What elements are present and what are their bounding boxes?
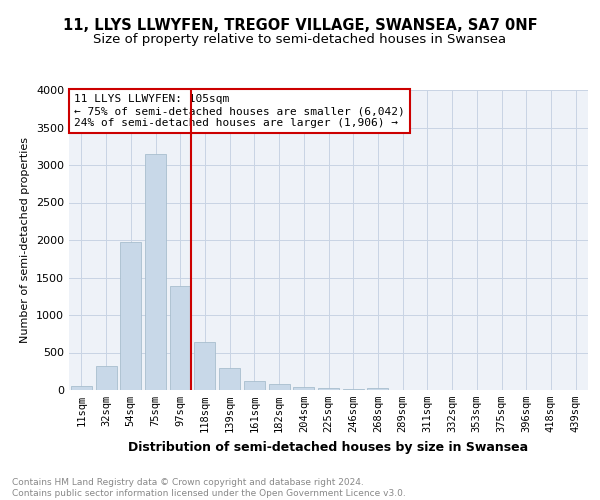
- Text: 11, LLYS LLWYFEN, TREGOF VILLAGE, SWANSEA, SA7 0NF: 11, LLYS LLWYFEN, TREGOF VILLAGE, SWANSE…: [62, 18, 538, 32]
- Bar: [244, 380, 265, 390]
- Bar: [120, 242, 141, 390]
- Bar: [219, 368, 240, 390]
- Bar: [343, 388, 364, 390]
- Y-axis label: Number of semi-detached properties: Number of semi-detached properties: [20, 137, 31, 343]
- X-axis label: Distribution of semi-detached houses by size in Swansea: Distribution of semi-detached houses by …: [128, 440, 529, 454]
- Bar: [367, 388, 388, 390]
- Bar: [95, 366, 116, 390]
- Bar: [170, 286, 191, 390]
- Bar: [145, 154, 166, 390]
- Text: Contains HM Land Registry data © Crown copyright and database right 2024.
Contai: Contains HM Land Registry data © Crown c…: [12, 478, 406, 498]
- Bar: [194, 342, 215, 390]
- Bar: [318, 388, 339, 390]
- Text: 11 LLYS LLWYFEN: 105sqm
← 75% of semi-detached houses are smaller (6,042)
24% of: 11 LLYS LLWYFEN: 105sqm ← 75% of semi-de…: [74, 94, 405, 128]
- Bar: [71, 386, 92, 390]
- Bar: [269, 384, 290, 390]
- Bar: [293, 386, 314, 390]
- Text: Size of property relative to semi-detached houses in Swansea: Size of property relative to semi-detach…: [94, 32, 506, 46]
